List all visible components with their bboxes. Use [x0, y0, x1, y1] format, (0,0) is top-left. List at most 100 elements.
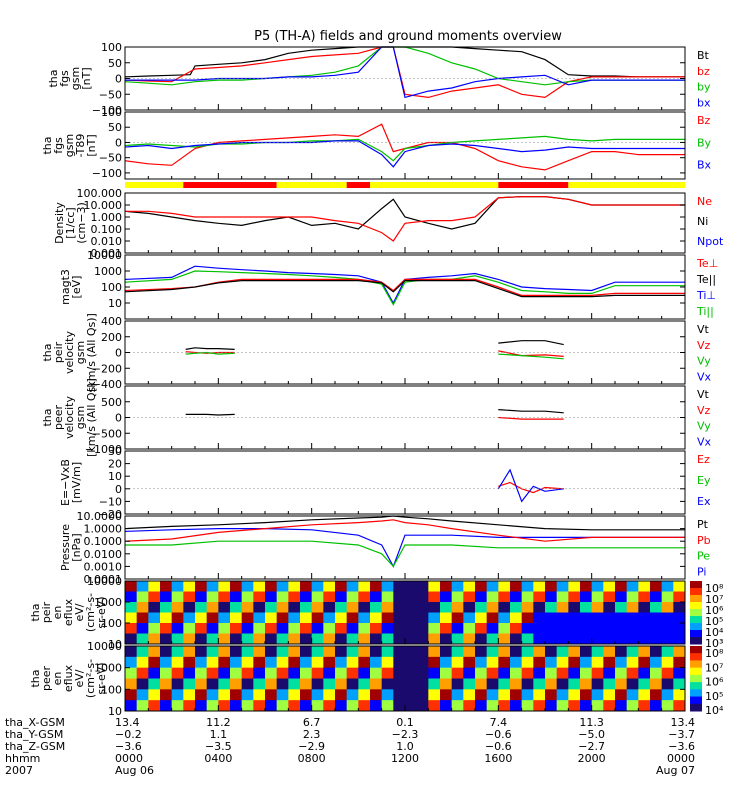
spectrogram-cell — [475, 678, 488, 690]
spectrogram-cell — [556, 591, 569, 603]
colorbar-segment — [690, 696, 702, 705]
spectrogram-cell — [125, 678, 138, 690]
spectrogram-cell — [335, 633, 348, 645]
y-tick-label: 30 — [108, 445, 122, 458]
spectrogram-cell — [498, 612, 511, 624]
spectrogram-cell — [393, 689, 406, 701]
spectrogram-cell — [253, 689, 266, 701]
spectrogram-cell — [136, 667, 149, 679]
spectrogram-cell — [160, 689, 173, 701]
y-axis-label: gsm — [74, 341, 87, 364]
spectrogram-cell — [393, 581, 406, 592]
region-bar-segment — [370, 182, 499, 188]
spectrogram-cell — [615, 689, 628, 701]
spectrogram-cell — [148, 602, 161, 613]
spectrogram-cell — [428, 656, 441, 669]
spectrogram-cell — [265, 667, 278, 679]
spectrogram-cell — [498, 623, 511, 634]
spectrogram-cell — [475, 633, 488, 645]
spectrogram-cell — [358, 700, 371, 712]
spectrogram-cell — [440, 678, 453, 690]
spectrogram-cell — [463, 591, 476, 603]
spectrogram-cell — [603, 612, 616, 624]
spectrogram-cell — [580, 656, 593, 669]
spectrogram-cell — [440, 581, 453, 592]
spectrogram-cell — [370, 656, 383, 669]
spectrogram-cell — [195, 700, 208, 712]
spectrogram-cell — [580, 602, 593, 613]
spectrogram-cell — [323, 678, 336, 690]
series-line-bx — [124, 140, 685, 168]
y-axis-label: -T89 — [74, 134, 87, 158]
spectrogram-cell — [206, 689, 219, 701]
y-axis-label: tha — [41, 408, 54, 426]
spectrogram-cell — [545, 602, 558, 613]
colorbar-label: 10⁷ — [705, 593, 723, 606]
spectrogram-cell — [195, 678, 208, 690]
spectrogram-cell — [673, 656, 686, 669]
spectrogram-cell — [521, 581, 534, 592]
y-tick-label: 0 — [115, 73, 122, 86]
spectrogram-cell — [416, 678, 429, 690]
spectrogram-cell — [218, 581, 231, 592]
spectrogram-cell — [218, 612, 231, 624]
spectrogram-cell — [253, 646, 266, 658]
spectrogram-cell — [183, 656, 196, 669]
y-tick-label: −10 — [99, 495, 122, 508]
spectrogram-cell — [615, 591, 628, 603]
spectrogram-cell — [638, 700, 651, 712]
spectrogram-cell — [265, 633, 278, 645]
legend-entry: Pi — [697, 565, 706, 578]
spectrogram-cell — [591, 646, 604, 658]
legend-entry: Vz — [697, 339, 711, 352]
legend-entry: Npot — [697, 235, 724, 248]
spectrogram-cell — [486, 602, 499, 613]
spectrogram-cell — [568, 623, 581, 634]
spectrogram-cell — [510, 602, 523, 613]
y-tick-label: −500 — [92, 427, 122, 440]
spectrogram-cell — [545, 612, 558, 624]
spectrogram-cell — [195, 646, 208, 658]
footer-value: 0000 — [115, 752, 143, 765]
footer-value: 0.1 — [396, 716, 414, 729]
spectrogram-cell — [323, 700, 336, 712]
region-bar-segment — [568, 182, 685, 188]
spectrogram-cell — [241, 646, 254, 658]
spectrogram-cell — [440, 602, 453, 613]
spectrogram-cell — [405, 633, 418, 645]
spectrogram-cell — [556, 581, 569, 592]
spectrogram-cell — [556, 700, 569, 712]
spectrogram-cell — [428, 700, 441, 712]
spectrogram-cell — [661, 678, 674, 690]
spectrogram-cell — [638, 656, 651, 669]
spectrogram-cell — [510, 667, 523, 679]
spectrogram-cell — [323, 667, 336, 679]
spectrogram-cell — [206, 678, 219, 690]
spectrogram-cell — [241, 656, 254, 669]
spectrogram-cell — [195, 591, 208, 603]
spectrogram-cell — [288, 633, 301, 645]
spectrogram-cell — [615, 646, 628, 658]
spectrogram-cell — [136, 656, 149, 669]
spectrogram-cell — [136, 623, 149, 634]
spectrogram-cell — [171, 667, 184, 679]
spectrogram-cell — [638, 602, 651, 613]
spectrogram-cell — [311, 581, 324, 592]
spectrogram-cell — [521, 667, 534, 679]
spectrogram-cell — [276, 581, 289, 592]
spectrogram-cell — [615, 678, 628, 690]
spectrogram-cell — [591, 581, 604, 592]
spectrogram-cell — [381, 700, 394, 712]
footer-value: 0800 — [298, 752, 326, 765]
spectrogram-cell — [440, 689, 453, 701]
spectrogram-cell — [603, 646, 616, 658]
spectrogram-cell — [603, 602, 616, 613]
spectrogram-cell — [486, 612, 499, 624]
y-axis-label: tha — [29, 603, 42, 621]
spectrogram-cell — [206, 700, 219, 712]
spectrogram-cell — [638, 623, 651, 634]
spectrogram-cell — [230, 612, 243, 624]
spectrogram-cell — [615, 633, 628, 645]
series-line-bt — [124, 46, 685, 78]
y-tick-label: 500 — [101, 396, 122, 409]
